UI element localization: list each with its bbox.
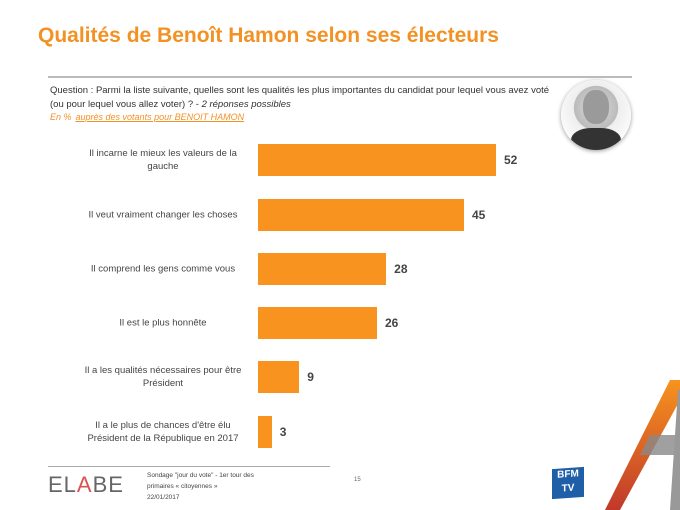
- category-label: Il veut vraiment changer les choses: [88, 209, 238, 221]
- source-date: 22/01/2017: [147, 494, 180, 501]
- value-label: 26: [385, 316, 399, 330]
- basis-text: En % auprès des votants pour BENOIT HAMON: [50, 112, 244, 122]
- bar: [258, 144, 496, 176]
- bar: [258, 253, 387, 285]
- category-label: Il a les qualités nécessaires pour être …: [84, 365, 242, 389]
- value-label: 52: [504, 153, 518, 167]
- question-note: 2 réponses possibles: [201, 99, 291, 110]
- question-body: Question : Parmi la liste suivante, quel…: [50, 85, 550, 110]
- candidate-photo: [561, 80, 631, 150]
- a-logo-decoration: [605, 380, 680, 510]
- category-label: Il est le plus honnête: [119, 317, 207, 329]
- source-line: primaires « citoyennes »: [147, 483, 218, 490]
- category-label: Il comprend les gens comme vous: [90, 263, 236, 275]
- category-label: Il a le plus de chances d'être élu Prési…: [87, 420, 239, 444]
- value-label: 45: [471, 208, 486, 222]
- bfmtv-logo: BFM TV: [552, 466, 584, 500]
- bar: [258, 307, 377, 339]
- page-title: Qualités de Benoît Hamon selon ses élect…: [38, 24, 499, 47]
- page-number: 15: [354, 477, 361, 483]
- value-label: 9: [307, 370, 314, 384]
- unit-label: En %: [50, 112, 72, 122]
- value-label: 28: [394, 262, 408, 276]
- source-note: Sondage "jour du vote" - 1er tour des pr…: [147, 470, 272, 503]
- elabe-logo: ELABE: [48, 472, 124, 497]
- population-label: auprès des votants pour BENOIT HAMON: [75, 112, 245, 122]
- value-label: 3: [279, 425, 287, 439]
- category-label: Il incarne le mieux les valeurs de la ga…: [89, 148, 237, 172]
- question-text: Question : Parmi la liste suivante, quel…: [50, 84, 550, 112]
- bar: [258, 361, 300, 393]
- source-line: Sondage "jour du vote" - 1er tour des: [147, 472, 254, 479]
- footer-divider: [48, 466, 330, 467]
- bar: [258, 416, 272, 448]
- divider: [48, 76, 632, 78]
- bar: [258, 199, 464, 231]
